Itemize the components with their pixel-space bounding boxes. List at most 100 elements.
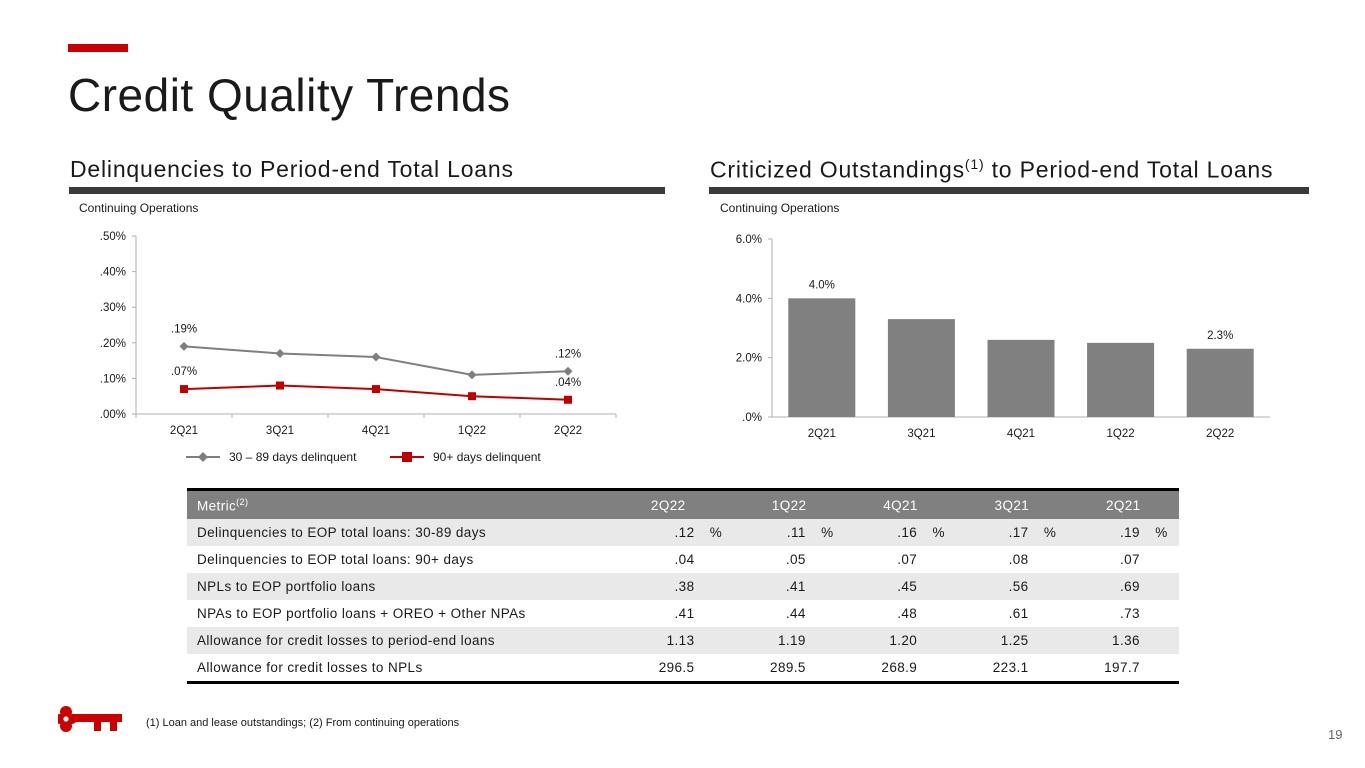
cell-value: .56 (956, 573, 1033, 600)
metrics-table: Metric(2) 2Q22 1Q22 4Q21 3Q21 2Q21 Delin… (187, 488, 1179, 684)
row-label: Delinquencies to EOP total loans: 30-89 … (187, 519, 603, 546)
data-label: 4.0% (809, 279, 835, 291)
x-tick-label: 4Q21 (1007, 428, 1035, 440)
data-point (564, 395, 572, 404)
right-panel-title-rest: to Period-end Total Loans (984, 156, 1274, 183)
x-tick-label: 3Q21 (266, 425, 294, 437)
row-label: NPAs to EOP portfolio loans + OREO + Oth… (197, 606, 526, 621)
table-row: Allowance for credit losses to NPLs 296.… (187, 654, 1179, 681)
cell-unit: % (698, 519, 734, 546)
x-tick-label: 2Q21 (808, 428, 836, 440)
column-header: 2Q22 (602, 491, 734, 519)
data-point (180, 385, 188, 394)
page-title: Credit Quality Trends (68, 69, 511, 121)
right-panel-subnote: Continuing Operations (720, 201, 840, 215)
legend-label: 30 – 89 days delinquent (229, 450, 357, 464)
cell-value: .11 (733, 519, 810, 546)
data-point (179, 341, 189, 351)
data-point (276, 381, 284, 390)
data-point (468, 392, 476, 401)
right-panel-rule (709, 187, 1309, 194)
cell-value: .17 (956, 519, 1033, 546)
legend-marker (198, 452, 208, 462)
data-label: .04% (555, 377, 581, 389)
bar (887, 319, 955, 417)
table-row: Delinquencies to EOP total loans: 90+ da… (187, 546, 1179, 573)
data-label: 2.3% (1207, 330, 1233, 342)
row-label: NPLs to EOP portfolio loans (187, 573, 603, 600)
cell-value: .19 (1067, 519, 1144, 546)
criticized-bar-chart: .0% 2.0% 4.0% 6.0% 2Q21 3Q21 4Q21 1Q22 2Q22 4.0% 2… (736, 234, 1270, 440)
x-tick-label: 2Q22 (1206, 428, 1234, 440)
bar (788, 298, 856, 417)
data-point (372, 385, 380, 394)
y-tick-label: .20% (100, 338, 126, 350)
cell-value: .44 (785, 606, 806, 621)
row-label: Allowance for credit losses to NPLs (197, 660, 423, 675)
x-tick-label: 2Q22 (554, 425, 582, 437)
page-number: 19 (1328, 727, 1343, 742)
left-panel-title: Delinquencies to Period-end Total Loans (70, 156, 514, 182)
column-header: 4Q21 (844, 491, 957, 519)
data-point (371, 352, 381, 362)
cell-value: .73 (1119, 606, 1140, 621)
footnote: (1) Loan and lease outstandings; (2) Fro… (146, 717, 460, 729)
data-label: .12% (555, 348, 581, 360)
cell-value: 1.20 (844, 627, 922, 654)
cell-unit: % (809, 519, 845, 546)
y-tick-label: 2.0% (736, 353, 762, 365)
cell-value: 197.7 (1104, 660, 1140, 675)
left-panel-rule (69, 187, 665, 194)
metric-header: Metric(2) (187, 491, 603, 519)
cell-value: .38 (602, 573, 699, 600)
column-header: 2Q21 (1067, 491, 1179, 519)
column-header: 1Q22 (733, 491, 845, 519)
cell-unit: % (1143, 519, 1179, 546)
cell-value: .08 (1008, 552, 1029, 567)
cell-value: 1.25 (956, 627, 1033, 654)
y-tick-label: .30% (100, 302, 126, 314)
y-tick-label: 4.0% (736, 293, 762, 305)
left-panel-subnote: Continuing Operations (79, 201, 199, 215)
y-tick-label: .00% (100, 409, 126, 421)
table-row: Allowance for credit losses to period-en… (187, 627, 1179, 654)
column-header: 3Q21 (956, 491, 1068, 519)
data-point (467, 370, 477, 380)
cell-value: .61 (1008, 606, 1029, 621)
cell-value: 1.36 (1067, 627, 1144, 654)
table-row: Delinquencies to EOP total loans: 30-89 … (187, 519, 1179, 546)
delinquency-line-chart: .00% .10% .20% .30% .40% .50% 2Q21 3Q21 4Q21 1Q22… (100, 231, 617, 464)
table-row: NPAs to EOP portfolio loans + OREO + Oth… (187, 600, 1179, 627)
cell-unit: % (921, 519, 957, 546)
x-tick-label: 1Q22 (458, 425, 486, 437)
cell-value: .07 (897, 552, 918, 567)
row-label: Allowance for credit losses to period-en… (187, 627, 603, 654)
y-tick-label: 6.0% (736, 234, 762, 246)
legend-marker (402, 452, 412, 462)
cell-value: 223.1 (992, 660, 1029, 675)
y-tick-label: .50% (100, 231, 126, 243)
y-tick-label: .40% (100, 267, 126, 279)
bar (1186, 348, 1254, 417)
cell-value: 268.9 (881, 660, 918, 675)
cell-value: .45 (844, 573, 922, 600)
cell-value: .41 (674, 606, 695, 621)
right-panel-title: Criticized Outstandings(1) to Period-end… (710, 156, 1273, 184)
cell-value: .07 (1119, 552, 1140, 567)
table-row: NPLs to EOP portfolio loans .38 .41 .45 … (187, 573, 1179, 600)
right-panel-title-sup: (1) (964, 156, 985, 172)
key-logo-icon (58, 706, 122, 732)
row-label: Delinquencies to EOP total loans: 90+ da… (197, 552, 474, 567)
cell-unit: % (1032, 519, 1068, 546)
bar (1087, 342, 1155, 417)
x-tick-label: 1Q22 (1107, 428, 1135, 440)
right-panel-title-main: Criticized Outstandings (710, 156, 965, 183)
cell-value: 1.13 (602, 627, 699, 654)
x-tick-label: 2Q21 (170, 425, 198, 437)
cell-value: .16 (844, 519, 922, 546)
cell-value: .12 (602, 519, 699, 546)
cell-value: .05 (785, 552, 806, 567)
data-label: .07% (171, 366, 197, 378)
x-tick-label: 4Q21 (362, 425, 390, 437)
x-tick-label: 3Q21 (907, 428, 935, 440)
